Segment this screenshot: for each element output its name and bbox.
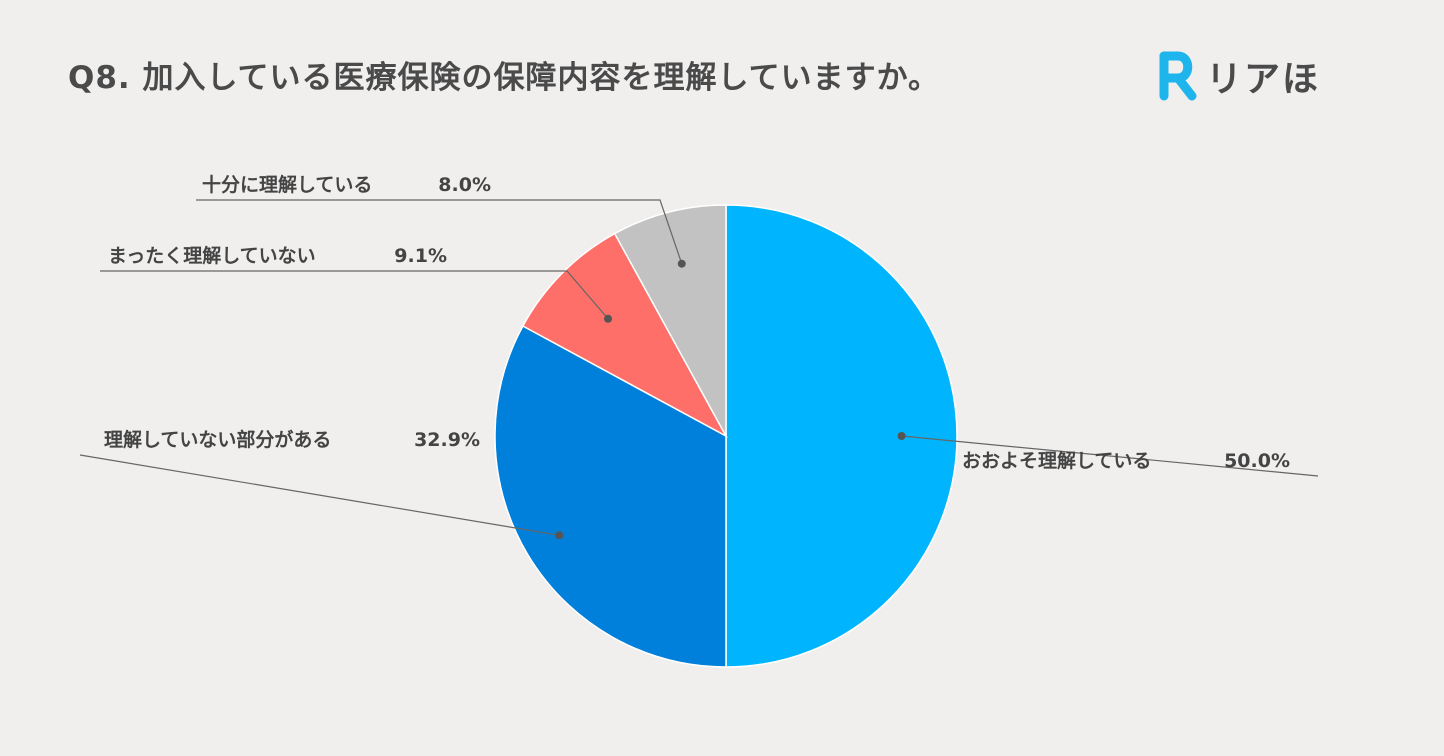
leader-line-4: [196, 199, 683, 264]
leader-dot-3: [604, 314, 613, 323]
pie-slices: [494, 204, 958, 668]
brand-logo: リアほ: [1158, 50, 1320, 102]
pie-slice-4: [613, 204, 727, 437]
leader-line-1: [901, 435, 1319, 477]
slice-label-3: まったく理解していない: [108, 244, 316, 267]
slice-value-1: 50.0%: [1224, 450, 1290, 472]
pie-slice-1: [725, 204, 958, 668]
leader-line-3: [100, 270, 609, 320]
leader-line-2: [79, 454, 560, 536]
leader-dot-2: [555, 531, 564, 540]
chart-title: Q8. 加入している医療保険の保障内容を理解していますか。: [68, 60, 941, 96]
slice-label-4: 十分に理解している: [202, 173, 372, 196]
pie-labels: おおよそ理解している 50.0% 理解していない部分がある 32.9% まったく理解して…: [79, 173, 1319, 540]
pie-slice-2: [494, 324, 727, 668]
slice-label-1: おおよそ理解している: [962, 449, 1151, 472]
leader-dot-4: [677, 259, 686, 268]
slice-label-2: 理解していない部分がある: [104, 428, 331, 451]
rounded-r-logo-icon: [1159, 51, 1197, 101]
logo-text: リアほ: [1206, 59, 1321, 100]
pie-slice-3: [521, 232, 728, 438]
slice-value-2: 32.9%: [414, 429, 480, 451]
slice-value-3: 9.1%: [394, 245, 447, 267]
leader-dot-1: [897, 432, 906, 440]
slice-value-4: 8.0%: [438, 174, 491, 196]
